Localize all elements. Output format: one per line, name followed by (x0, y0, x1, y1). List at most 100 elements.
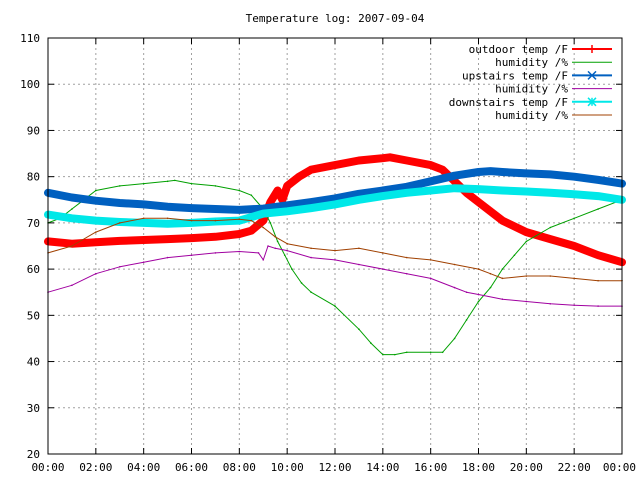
data-point (500, 170, 504, 174)
data-point (250, 194, 253, 196)
data-point (95, 189, 97, 192)
data-point (597, 305, 599, 307)
y-tick-label: 40 (27, 356, 40, 369)
data-point (405, 256, 408, 259)
legend-label: upstairs temp /F (462, 69, 568, 82)
data-point (596, 178, 600, 182)
data-point (257, 252, 260, 254)
data-point (405, 351, 408, 354)
data-point (525, 300, 528, 303)
data-point (572, 244, 576, 248)
chart-title: Temperature log: 2007-09-04 (246, 12, 425, 25)
data-point (267, 245, 269, 247)
data-series (44, 153, 626, 356)
data-point (453, 286, 456, 289)
data-point (549, 302, 552, 305)
data-point (297, 175, 301, 179)
data-point (524, 171, 528, 175)
data-point (357, 198, 361, 202)
data-point (166, 205, 170, 209)
y-tick-label: 20 (27, 448, 40, 461)
data-point (548, 237, 552, 241)
x-tick-label: 06:00 (175, 461, 208, 474)
data-point (269, 222, 272, 224)
data-point (548, 191, 552, 195)
x-tick-label: 20:00 (510, 461, 543, 474)
data-point (405, 158, 409, 162)
data-point (142, 217, 145, 220)
data-point (393, 353, 396, 356)
data-point (477, 200, 480, 204)
data-point (429, 259, 432, 261)
data-point (118, 222, 121, 224)
data-point (488, 169, 492, 173)
data-point (310, 256, 312, 259)
y-tick-label: 100 (20, 78, 40, 91)
data-point (429, 189, 433, 193)
series-line-5 (47, 217, 623, 282)
data-point (453, 174, 457, 178)
data-point (70, 216, 74, 220)
data-point (70, 195, 74, 199)
data-point (429, 179, 433, 183)
y-tick-label: 50 (27, 309, 40, 322)
data-point (453, 179, 457, 183)
data-point (190, 206, 193, 210)
data-point (280, 198, 284, 202)
data-point (285, 203, 289, 207)
data-point (388, 155, 392, 159)
data-point (333, 196, 337, 200)
legend-label: humidity /% (495, 56, 568, 69)
data-point (262, 259, 265, 261)
x-tick-label: 12:00 (318, 461, 351, 474)
data-point (357, 158, 361, 162)
data-point (429, 351, 432, 354)
data-point (190, 219, 193, 222)
data-point (381, 189, 385, 193)
data-point (429, 163, 433, 167)
data-point (333, 202, 337, 206)
data-point (250, 219, 253, 222)
data-point (429, 277, 432, 280)
data-point (213, 235, 217, 239)
data-point (309, 206, 313, 210)
data-point (94, 240, 98, 244)
data-point (262, 226, 265, 229)
data-point (118, 239, 122, 243)
data-point (525, 275, 528, 277)
data-point (238, 189, 241, 192)
data-point (489, 272, 492, 275)
data-point (405, 185, 409, 189)
data-point (453, 337, 456, 340)
data-point (310, 291, 312, 294)
data-point (274, 247, 277, 250)
data-point (358, 263, 360, 266)
data-point (95, 272, 97, 275)
data-point (95, 231, 97, 233)
data-point (524, 230, 528, 234)
data-point (465, 319, 468, 321)
data-point (261, 219, 265, 223)
data-point (291, 268, 293, 270)
data-point (465, 291, 468, 294)
data-point (525, 240, 528, 243)
data-point (276, 189, 280, 193)
data-point (489, 286, 492, 289)
data-point (190, 221, 193, 225)
data-point (477, 170, 480, 174)
data-point (524, 189, 528, 193)
data-point (334, 259, 336, 261)
data-point (596, 253, 600, 257)
data-point (71, 208, 73, 210)
data-point (572, 175, 576, 179)
data-point (237, 232, 241, 236)
data-point (94, 199, 98, 203)
data-point (118, 266, 121, 268)
y-tick-label: 110 (20, 32, 40, 45)
data-point (309, 200, 313, 204)
data-point (477, 293, 480, 296)
data-point (500, 189, 504, 193)
data-point (370, 342, 372, 344)
data-point (310, 247, 312, 250)
